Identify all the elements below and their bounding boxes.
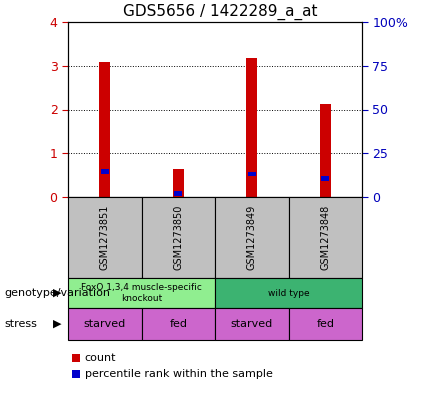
- Text: fed: fed: [316, 319, 334, 329]
- Bar: [321, 176, 329, 181]
- Bar: [320, 104, 331, 197]
- Text: GSM1273849: GSM1273849: [247, 205, 257, 270]
- Bar: [246, 58, 257, 197]
- Text: GSM1273850: GSM1273850: [173, 205, 183, 270]
- Text: count: count: [85, 353, 116, 363]
- Text: stress: stress: [4, 319, 37, 329]
- Text: starved: starved: [231, 319, 273, 329]
- Text: genotype/variation: genotype/variation: [4, 288, 110, 298]
- Bar: [173, 169, 184, 197]
- Bar: [248, 172, 256, 176]
- Text: GSM1273851: GSM1273851: [100, 205, 110, 270]
- Text: FoxO 1,3,4 muscle-specific
knockout: FoxO 1,3,4 muscle-specific knockout: [81, 283, 202, 303]
- Bar: [101, 169, 109, 174]
- Bar: [99, 62, 110, 197]
- Text: GSM1273848: GSM1273848: [320, 205, 330, 270]
- Bar: [174, 191, 182, 196]
- Text: GDS5656 / 1422289_a_at: GDS5656 / 1422289_a_at: [123, 4, 317, 20]
- Text: ▶: ▶: [53, 319, 61, 329]
- Text: fed: fed: [169, 319, 187, 329]
- Text: starved: starved: [84, 319, 126, 329]
- Text: wild type: wild type: [268, 288, 309, 298]
- Text: ▶: ▶: [53, 288, 61, 298]
- Text: percentile rank within the sample: percentile rank within the sample: [85, 369, 273, 379]
